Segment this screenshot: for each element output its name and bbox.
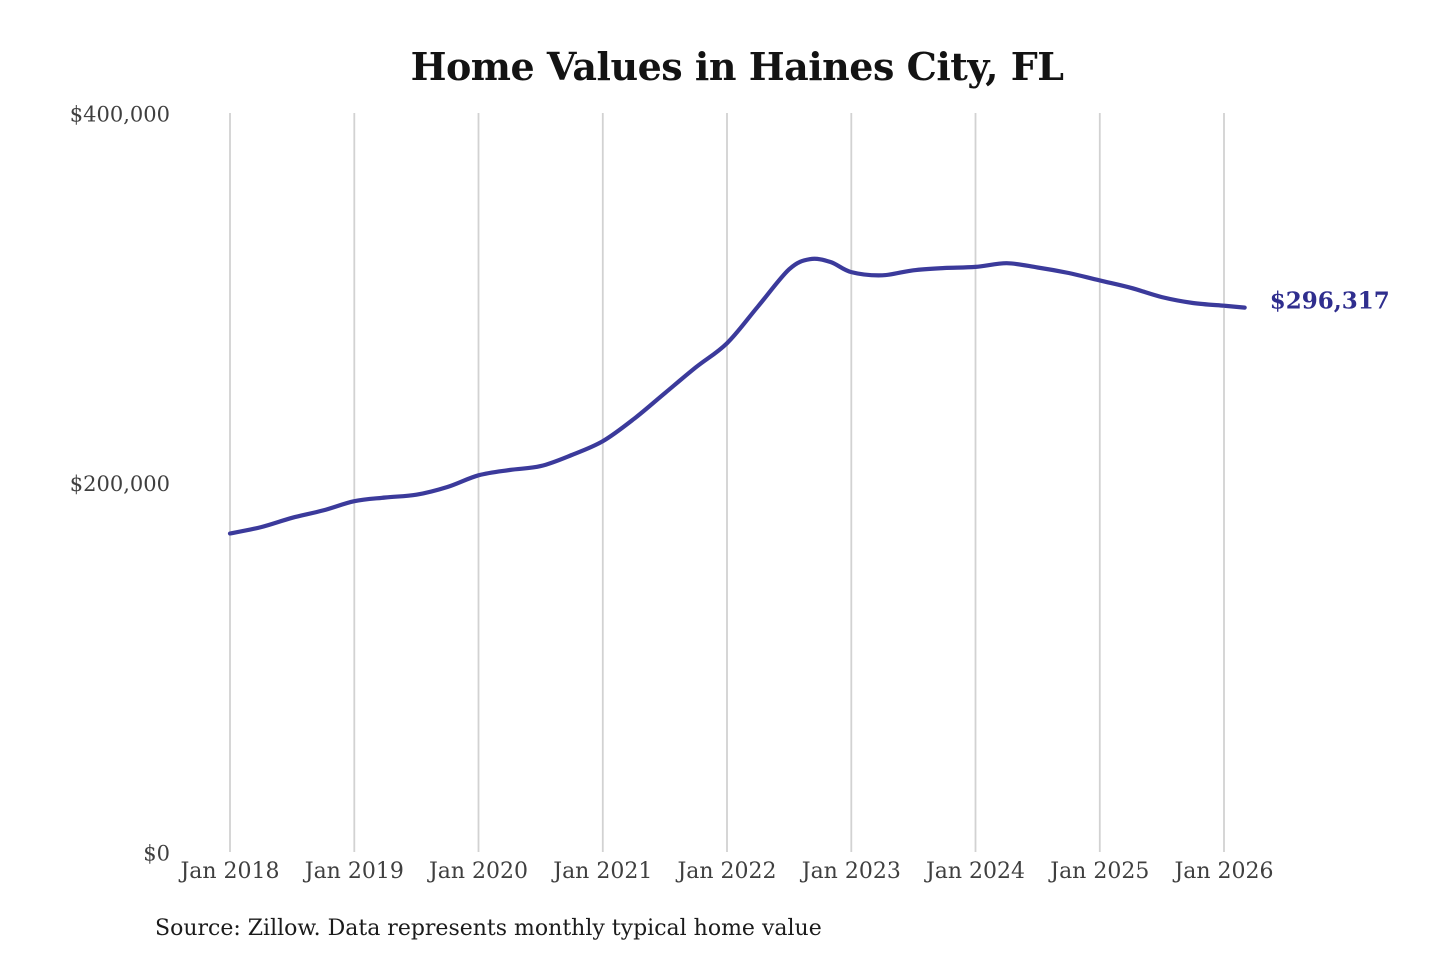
y-tick-label-400-000: $400,000 (70, 103, 170, 127)
x-tick-label-jan-2025: Jan 2025 (1048, 859, 1149, 884)
vertical-gridlines (229, 113, 1225, 852)
x-tick-label-jan-2022: Jan 2022 (675, 859, 776, 884)
chart-title: Home Values in Haines City, FL (410, 44, 1064, 89)
x-axis-tick-labels: Jan 2018 Jan 2019 Jan 2020 Jan 2021 Jan 2022… (178, 859, 1273, 884)
x-tick-label-jan-2018: Jan 2018 (178, 859, 279, 884)
home-value-series-line (227, 256, 1247, 536)
x-tick-label-jan-2024: Jan 2024 (924, 859, 1025, 884)
x-tick-label-jan-2023: Jan 2023 (800, 859, 901, 884)
x-tick-label-jan-2026: Jan 2026 (1172, 859, 1273, 884)
x-tick-label-jan-2020: Jan 2020 (427, 859, 528, 884)
x-tick-label-jan-2019: Jan 2019 (303, 859, 404, 884)
current-value-label: $296,317 (1270, 288, 1390, 315)
y-tick-label-200-000: $200,000 (70, 472, 170, 496)
source-note: Source: Zillow. Data represents monthly … (155, 916, 822, 941)
y-tick-label-0: $0 (143, 842, 170, 866)
x-tick-label-jan-2021: Jan 2021 (551, 859, 652, 884)
y-axis-tick-labels: $0 $200,000 $400,000 (70, 103, 170, 866)
